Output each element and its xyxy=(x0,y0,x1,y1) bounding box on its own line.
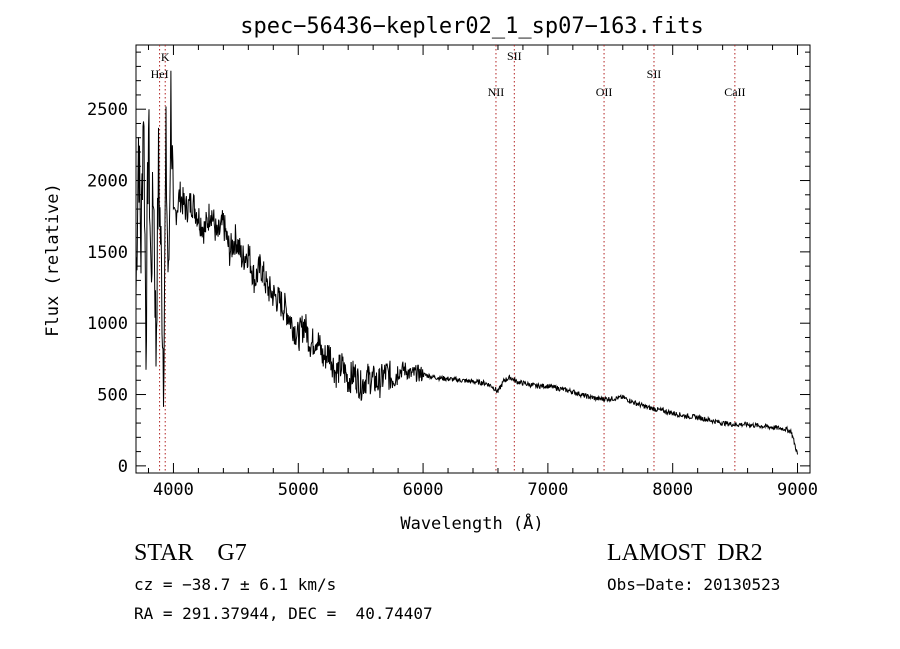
spectral-line-label: SII xyxy=(647,67,662,81)
spectral-type-label: STAR G7 xyxy=(134,540,247,566)
redshift-readout: cz = −38.7 ± 6.1 km/s xyxy=(134,575,337,594)
spectral-line-label: NII xyxy=(488,85,505,99)
spectral-line-label: K xyxy=(161,50,170,64)
survey-label: LAMOST DR2 xyxy=(607,540,763,566)
y-tick-label: 2500 xyxy=(87,100,128,120)
y-tick-label: 2000 xyxy=(87,172,128,192)
y-tick-label: 0 xyxy=(118,457,128,477)
x-tick-label: 6000 xyxy=(403,480,444,500)
x-tick-label: 5000 xyxy=(278,480,319,500)
spectral-line-label: SII xyxy=(507,49,522,63)
y-axis-label: Flux (relative) xyxy=(43,183,63,337)
spectral-line-label: CaII xyxy=(724,85,745,99)
chart-title: spec−56436−kepler02_1_sp07−163.fits xyxy=(240,14,704,39)
spectral-line-label: OII xyxy=(596,85,613,99)
coordinates-readout: RA = 291.37944, DEC = 40.74407 xyxy=(134,604,433,623)
plot-frame xyxy=(135,44,811,474)
x-axis-label: Wavelength (Å) xyxy=(400,512,543,534)
y-tick-label: 1500 xyxy=(87,243,128,263)
x-tick-label: 9000 xyxy=(777,480,818,500)
y-tick-label: 1000 xyxy=(87,314,128,334)
x-tick-label: 7000 xyxy=(527,480,568,500)
y-tick-label: 500 xyxy=(97,386,128,406)
spectrum-series-line xyxy=(135,70,798,455)
observation-date: Obs−Date: 20130523 xyxy=(607,575,781,594)
spectral-line-label: HeI xyxy=(151,67,169,81)
x-tick-label: 4000 xyxy=(153,480,194,500)
x-tick-label: 8000 xyxy=(652,480,693,500)
